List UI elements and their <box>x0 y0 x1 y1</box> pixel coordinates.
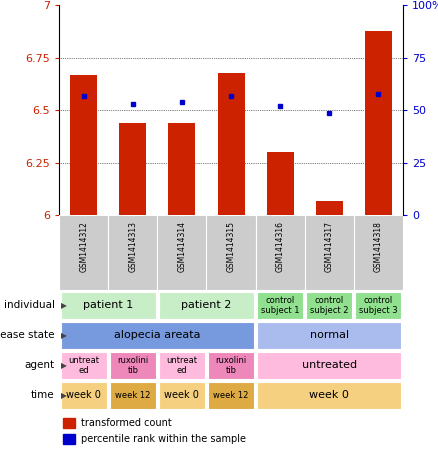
Bar <box>257 292 303 319</box>
Text: transformed count: transformed count <box>81 418 172 428</box>
Text: untreat
ed: untreat ed <box>68 356 99 375</box>
Text: patient 1: patient 1 <box>83 300 134 310</box>
Text: GSM1414313: GSM1414313 <box>128 222 137 272</box>
Bar <box>60 352 107 379</box>
Bar <box>257 322 402 349</box>
Text: ▶: ▶ <box>61 391 67 400</box>
Text: week 0: week 0 <box>309 390 349 400</box>
Bar <box>355 292 402 319</box>
Text: GSM1414318: GSM1414318 <box>374 222 383 272</box>
Bar <box>159 352 205 379</box>
Bar <box>110 352 156 379</box>
Bar <box>267 153 293 216</box>
Bar <box>63 418 74 428</box>
Text: control
subject 1: control subject 1 <box>261 296 300 315</box>
Text: week 12: week 12 <box>115 391 151 400</box>
Text: week 0: week 0 <box>66 390 101 400</box>
Bar <box>365 31 392 216</box>
Bar <box>60 382 107 409</box>
Bar <box>169 123 195 216</box>
Text: percentile rank within the sample: percentile rank within the sample <box>81 434 247 444</box>
Bar <box>157 216 206 290</box>
Text: agent: agent <box>25 361 55 371</box>
Bar <box>119 123 146 216</box>
Bar <box>110 382 156 409</box>
Text: ▶: ▶ <box>61 361 67 370</box>
Text: ▶: ▶ <box>61 301 67 310</box>
Text: control
subject 2: control subject 2 <box>310 296 349 315</box>
Bar <box>63 434 74 444</box>
Text: GSM1414315: GSM1414315 <box>226 222 236 272</box>
Bar <box>70 75 97 216</box>
Text: ruxolini
tib: ruxolini tib <box>117 356 148 375</box>
Bar <box>316 201 343 216</box>
Text: GSM1414316: GSM1414316 <box>276 222 285 272</box>
Bar <box>257 382 402 409</box>
Bar <box>306 292 352 319</box>
Bar <box>218 72 244 216</box>
Text: disease state: disease state <box>0 331 55 341</box>
Text: GSM1414317: GSM1414317 <box>325 222 334 272</box>
Bar <box>59 216 108 290</box>
Bar <box>305 216 354 290</box>
Bar <box>257 352 402 379</box>
Text: GSM1414314: GSM1414314 <box>177 222 187 272</box>
Text: normal: normal <box>310 331 349 341</box>
Bar <box>208 352 254 379</box>
Text: week 12: week 12 <box>213 391 249 400</box>
Text: time: time <box>31 390 55 400</box>
Bar <box>159 382 205 409</box>
Bar <box>108 216 157 290</box>
Text: control
subject 3: control subject 3 <box>359 296 398 315</box>
Bar <box>354 216 403 290</box>
Text: week 0: week 0 <box>165 390 199 400</box>
Text: GSM1414312: GSM1414312 <box>79 222 88 272</box>
Text: patient 2: patient 2 <box>181 300 232 310</box>
Text: individual: individual <box>4 300 55 310</box>
Text: ▶: ▶ <box>61 331 67 340</box>
Text: untreat
ed: untreat ed <box>166 356 198 375</box>
Text: untreated: untreated <box>302 361 357 371</box>
Bar <box>60 322 254 349</box>
Bar <box>159 292 254 319</box>
Bar <box>60 292 156 319</box>
Bar <box>208 382 254 409</box>
Text: ruxolini
tib: ruxolini tib <box>215 356 247 375</box>
Bar <box>206 216 256 290</box>
Bar <box>256 216 305 290</box>
Text: alopecia areata: alopecia areata <box>114 331 201 341</box>
